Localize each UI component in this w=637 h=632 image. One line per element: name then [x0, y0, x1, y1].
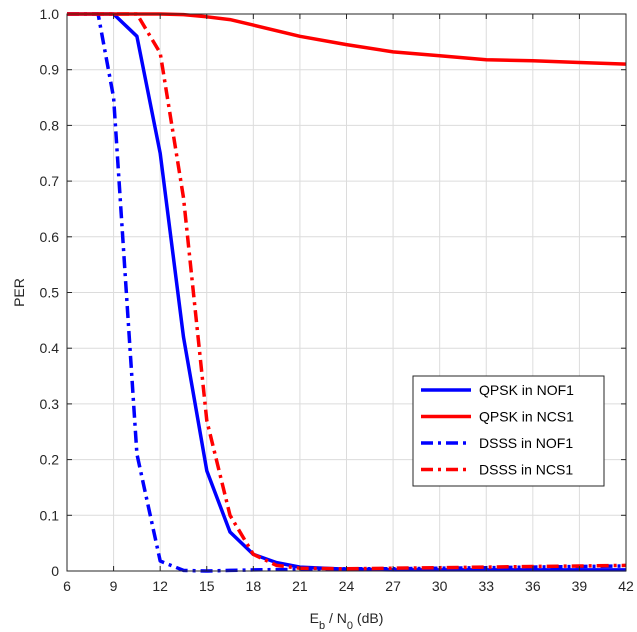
- x-tick-label: 21: [292, 578, 308, 594]
- x-label-n: / N: [325, 610, 347, 626]
- y-tick-label: 0: [51, 563, 59, 579]
- legend-label: QPSK in NOF1: [479, 382, 574, 398]
- legend-label: DSSS in NOF1: [479, 435, 573, 451]
- y-tick-label: 0.4: [40, 340, 60, 356]
- x-tick-label: 9: [110, 578, 118, 594]
- x-tick-label: 12: [152, 578, 168, 594]
- series-line-dsss-in-ncs1: [67, 12, 627, 571]
- x-tick-label: 24: [339, 578, 355, 594]
- series-line-qpsk-in-nof1: [67, 12, 626, 572]
- x-label-e: E: [310, 610, 319, 626]
- x-tick-label: 36: [525, 578, 541, 594]
- x-tick-label: 18: [246, 578, 262, 594]
- x-label-sub-0: 0: [347, 620, 353, 632]
- x-label-unit: (dB): [353, 610, 383, 626]
- y-axis-label: PER: [11, 278, 27, 307]
- tick-layer: 6 9 12 15 18 21 24 27 30 33 36 39 42 0 0.1 0.2 0.3 0.4 0.5…: [40, 6, 634, 594]
- y-tick-label: 0.2: [40, 452, 60, 468]
- y-tick-label: 0.7: [40, 173, 60, 189]
- y-tick-label: 0.5: [40, 285, 60, 301]
- y-tick-label: 0.1: [40, 507, 60, 523]
- legend: QPSK in NOF1 QPSK in NCS1 DSSS in NOF1 DSSS…: [412, 375, 605, 487]
- x-tick-label: 39: [572, 578, 588, 594]
- x-tick-label: 27: [385, 578, 401, 594]
- x-tick-label: 6: [63, 578, 71, 594]
- legend-label: DSSS in NCS1: [479, 462, 573, 478]
- series-line-dsss-in-nof1: [67, 12, 627, 573]
- x-tick-label: 33: [478, 578, 494, 594]
- y-tick-label: 0.6: [40, 229, 60, 245]
- x-tick-label: 15: [199, 578, 215, 594]
- legend-label: QPSK in NCS1: [479, 409, 574, 425]
- y-tick-label: 0.8: [40, 117, 60, 133]
- x-label-sub-b: b: [319, 620, 325, 632]
- x-tick-label: 30: [432, 578, 448, 594]
- y-tick-label: 0.3: [40, 396, 60, 412]
- x-tick-label: 42: [618, 578, 634, 594]
- x-axis-label: Eb / N0 (dB): [310, 610, 384, 632]
- y-tick-label: 1.0: [40, 6, 60, 22]
- legend-box: [412, 375, 605, 487]
- y-tick-label: 0.9: [40, 62, 60, 78]
